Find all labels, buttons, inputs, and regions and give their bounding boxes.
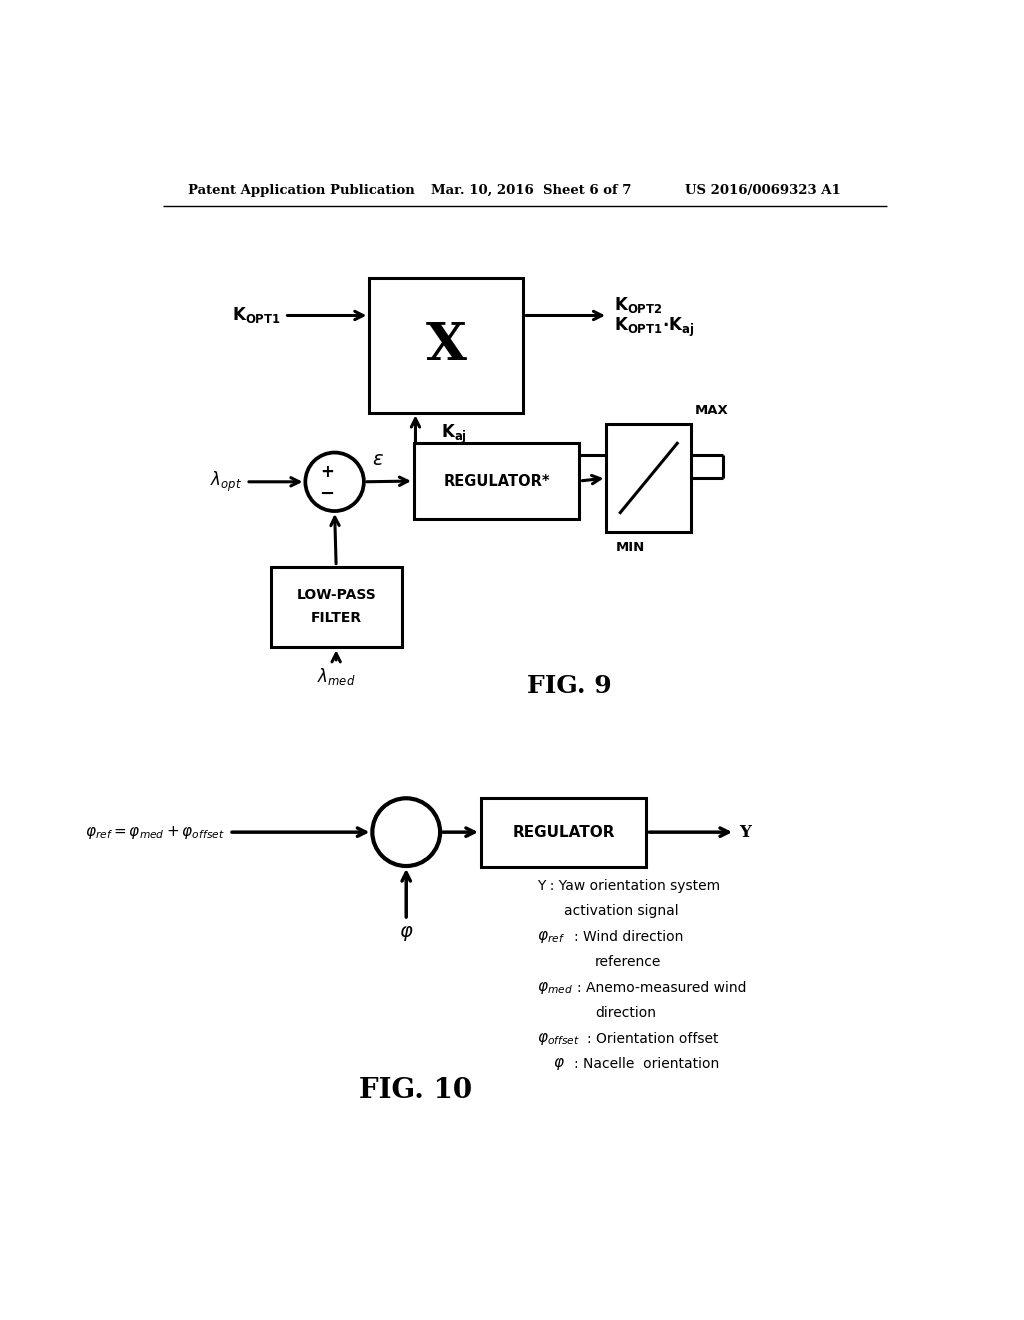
Text: activation signal: activation signal: [564, 904, 679, 919]
Circle shape: [373, 799, 440, 866]
Text: $\varepsilon$: $\varepsilon$: [372, 451, 383, 469]
Text: X: X: [426, 319, 467, 371]
Text: direction: direction: [595, 1006, 655, 1020]
Bar: [270, 566, 401, 647]
Bar: [606, 424, 691, 532]
Text: $\mathbf{K_{OPT1}{\cdot}K_{aj}}$: $\mathbf{K_{OPT1}{\cdot}K_{aj}}$: [614, 317, 694, 339]
Text: +: +: [319, 463, 334, 480]
Text: $\varphi_{offset}$: $\varphi_{offset}$: [538, 1031, 580, 1047]
Text: reference: reference: [595, 956, 662, 969]
Text: : Nacelle  orientation: : Nacelle orientation: [574, 1057, 719, 1071]
Text: $\varphi_{ref}=\varphi_{med}+\varphi_{offset}$: $\varphi_{ref}=\varphi_{med}+\varphi_{of…: [85, 824, 224, 841]
Text: −: −: [319, 486, 335, 503]
Text: REGULATOR*: REGULATOR*: [443, 474, 550, 488]
Text: Y: Y: [739, 824, 751, 841]
Text: MAX: MAX: [695, 404, 729, 417]
Text: : Wind direction: : Wind direction: [574, 929, 683, 944]
Text: : Anemo-measured wind: : Anemo-measured wind: [578, 981, 746, 995]
Text: $\lambda_{opt}$: $\lambda_{opt}$: [210, 470, 243, 494]
Text: Patent Application Publication: Patent Application Publication: [188, 185, 415, 197]
Text: $\mathbf{K_{aj}}$: $\mathbf{K_{aj}}$: [441, 422, 467, 446]
Text: : Orientation offset: : Orientation offset: [587, 1031, 719, 1045]
Bar: [481, 797, 646, 867]
Text: REGULATOR: REGULATOR: [512, 825, 615, 840]
Text: $\mathbf{K_{OPT1}}$: $\mathbf{K_{OPT1}}$: [232, 305, 281, 326]
Text: FIG. 10: FIG. 10: [358, 1077, 472, 1104]
Text: US 2016/0069323 A1: US 2016/0069323 A1: [685, 185, 841, 197]
Text: $\varphi_{ref}$: $\varphi_{ref}$: [538, 929, 565, 945]
Text: $\varphi$: $\varphi$: [399, 924, 414, 944]
Text: $\varphi_{med}$: $\varphi_{med}$: [538, 979, 573, 995]
Text: LOW-PASS: LOW-PASS: [296, 589, 376, 602]
Text: Mar. 10, 2016  Sheet 6 of 7: Mar. 10, 2016 Sheet 6 of 7: [431, 185, 631, 197]
Text: MIN: MIN: [615, 541, 645, 554]
Text: $\mathbf{K_{OPT2}}$: $\mathbf{K_{OPT2}}$: [614, 294, 663, 314]
Text: $\varphi$: $\varphi$: [553, 1056, 564, 1072]
Bar: [414, 444, 580, 519]
Bar: [370, 277, 523, 412]
Text: FIG. 9: FIG. 9: [527, 673, 611, 698]
Text: Y : Yaw orientation system: Y : Yaw orientation system: [538, 879, 720, 894]
Text: $\lambda_{med}$: $\lambda_{med}$: [316, 667, 355, 688]
Circle shape: [305, 453, 364, 511]
Text: FILTER: FILTER: [310, 611, 361, 626]
